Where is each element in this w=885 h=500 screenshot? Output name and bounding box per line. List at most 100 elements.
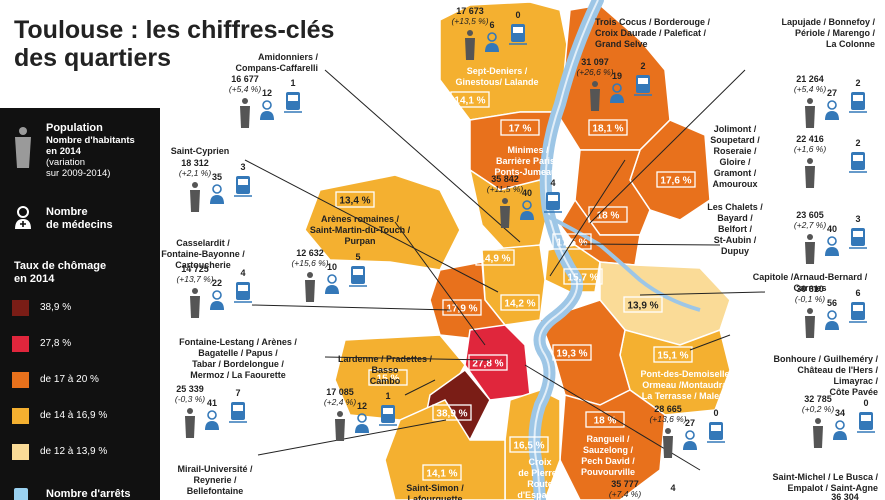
doctor-icon — [15, 206, 31, 229]
rate-label-trois-cocus: 18,1 % — [592, 124, 623, 135]
title-line-2: des quartiers — [14, 44, 172, 72]
label-saint-cyprien: Saint-Cyprien — [171, 146, 230, 156]
rate-label-jolimont: 18 % — [597, 211, 620, 222]
doctor-count: 34 — [835, 408, 845, 418]
doctor-count: 22 — [212, 278, 222, 288]
population-variation: (+2,1 %) — [179, 168, 212, 178]
tram-icon — [849, 92, 867, 113]
unemployment-rate-labels: 14,1 %18,1 %17 %17,6 %18 %13,4 %17,5 %14… — [335, 91, 696, 481]
rate-box-pont-demoiselles: 15,1 % — [653, 346, 693, 363]
population-icon — [15, 127, 31, 168]
tram-icon — [849, 228, 867, 249]
population-icon — [337, 411, 343, 417]
tram-icon — [234, 282, 252, 303]
tram-icon — [849, 302, 867, 323]
stats-fontaine_lestang: 25 339(-0,3 %) 41 7 — [175, 384, 247, 438]
rate-box-chalets: 17,5 % — [552, 233, 592, 250]
rate-box-saint-simon: 14,1 % — [422, 464, 462, 481]
doctor-icon — [833, 420, 847, 440]
doctor-count: 27 — [685, 418, 695, 428]
doctor-count: 40 — [827, 224, 837, 234]
population-value: 25 339 — [176, 384, 204, 394]
label-minimes: Minimes / Barrière Paris / Ponts-Jumeaux — [494, 145, 561, 177]
legend-swatch-label: 27,8 % — [40, 338, 72, 349]
label-bonhoure: Bonhoure / Guilheméry / Château de l'Hers… — [773, 354, 878, 397]
population-value: 32 785 — [804, 394, 832, 404]
doctor-icon — [825, 236, 839, 256]
medecins-legend: Nombre de médecins — [46, 206, 113, 232]
rate-box-trois-cocus: 18,1 % — [588, 119, 628, 136]
population-icon — [187, 408, 193, 414]
district-saint-simon — [384, 399, 506, 500]
label-rangueil: Rangueil / Sauzelong / Pech David / Pouvour… — [581, 434, 635, 477]
label-pont-demoiselles: Pont-des-Demoiselles / Ormeau /Montaudran… — [640, 369, 740, 401]
arrets-legend: Nombre d'arrêts — [46, 488, 131, 500]
tram-icon — [707, 422, 725, 443]
legend-swatch-label: de 17 à 20 % — [40, 374, 99, 385]
rate-label-capitole: 15,7 % — [567, 273, 598, 284]
population-variation: (+5,4 %) — [229, 84, 262, 94]
stop-count: 2 — [640, 61, 645, 71]
stop-count: 0 — [515, 10, 520, 20]
population-value: 12 632 — [296, 248, 324, 258]
population-value: 18 312 — [181, 158, 209, 168]
doctor-icon — [355, 413, 369, 433]
stats-jolimont: 22 416(+1,6 %) 2 — [794, 134, 867, 188]
tram-icon — [857, 412, 875, 433]
rate-label-fontaine-lestang: 27,8 % — [472, 359, 503, 370]
stop-count: 4 — [240, 268, 245, 278]
rate-box-capitole: 15,7 % — [563, 268, 603, 285]
label-chalets: Les Chalets / Bayard / Belfort / St-Aubin /… — [707, 202, 763, 256]
rate-label-casselardit: 17,9 % — [446, 304, 477, 315]
doctor-icon — [260, 100, 274, 120]
rate-box-minimes: 17 % — [500, 119, 540, 136]
tram-icon — [379, 405, 397, 426]
rate-box-casselardit: 17,9 % — [442, 299, 482, 316]
population-variation: (+13,7 %) — [176, 274, 213, 284]
medecins-legend-line2: de médecins — [46, 219, 113, 231]
legend-swatch-label: de 12 à 13,9 % — [40, 446, 108, 457]
legend-swatch — [12, 372, 29, 388]
doctor-count: 56 — [827, 298, 837, 308]
stop-count: 3 — [240, 162, 245, 172]
population-variation: (+0,2 %) — [802, 404, 835, 414]
rate-box-arenes: 13,4 % — [335, 191, 375, 208]
stop-count: 7 — [235, 388, 240, 398]
population-variation: (+13,6 %) — [649, 414, 686, 424]
stats-bonhoure: 32 785(+0,2 %) 34 0 — [802, 394, 875, 448]
legend-panel: Population Nombre d'habitants en 2014 (v… — [0, 108, 160, 500]
stop-count: 2 — [855, 78, 860, 88]
rate-box-croix-pierre: 16,5 % — [509, 436, 549, 453]
doctor-count: 27 — [827, 88, 837, 98]
doctor-count: 6 — [489, 20, 494, 30]
population-variation: (-0,1 %) — [795, 294, 825, 304]
tram-icon — [349, 266, 367, 287]
rate-box-mirail: 38,9 % — [432, 404, 472, 421]
tram-icon — [544, 192, 562, 213]
stop-count: 2 — [855, 138, 860, 148]
population-value: 36 304 — [831, 492, 859, 500]
page-title: Toulouse : les chiffres-clés des quartie… — [14, 16, 334, 72]
label-sept-deniers: Sept-Deniers / Ginestous/ Lalande — [455, 66, 538, 87]
population-value: 22 416 — [796, 134, 824, 144]
rate-label-lardenne: 15 % — [377, 374, 400, 385]
label-lardenne: Lardenne / Pradettes / Basso Cambo — [338, 354, 433, 386]
population-variation: (+2,7 %) — [794, 220, 827, 230]
chomage-legend-line2: en 2014 — [14, 273, 55, 285]
stats-lapujade: 21 264(+5,4 %) 27 2 — [794, 74, 867, 128]
stop-count: 0 — [863, 398, 868, 408]
doctor-count: 35 — [212, 172, 222, 182]
doctor-icon — [210, 184, 224, 204]
population-variation: (+11,5 %) — [487, 184, 524, 194]
legend-swatch — [12, 300, 29, 316]
tram-icon — [849, 152, 867, 173]
rate-label-bonhoure: 13,9 % — [627, 301, 658, 312]
population-variation: (+13,5 %) — [451, 16, 488, 26]
population-value: 14 725 — [181, 264, 209, 274]
rate-box-saint-cyprien: 14,2 % — [500, 294, 540, 311]
stop-count: 3 — [855, 214, 860, 224]
rate-label-pont-demoiselles: 15,1 % — [657, 351, 688, 362]
population-variation: (+15,6 %) — [291, 258, 328, 268]
